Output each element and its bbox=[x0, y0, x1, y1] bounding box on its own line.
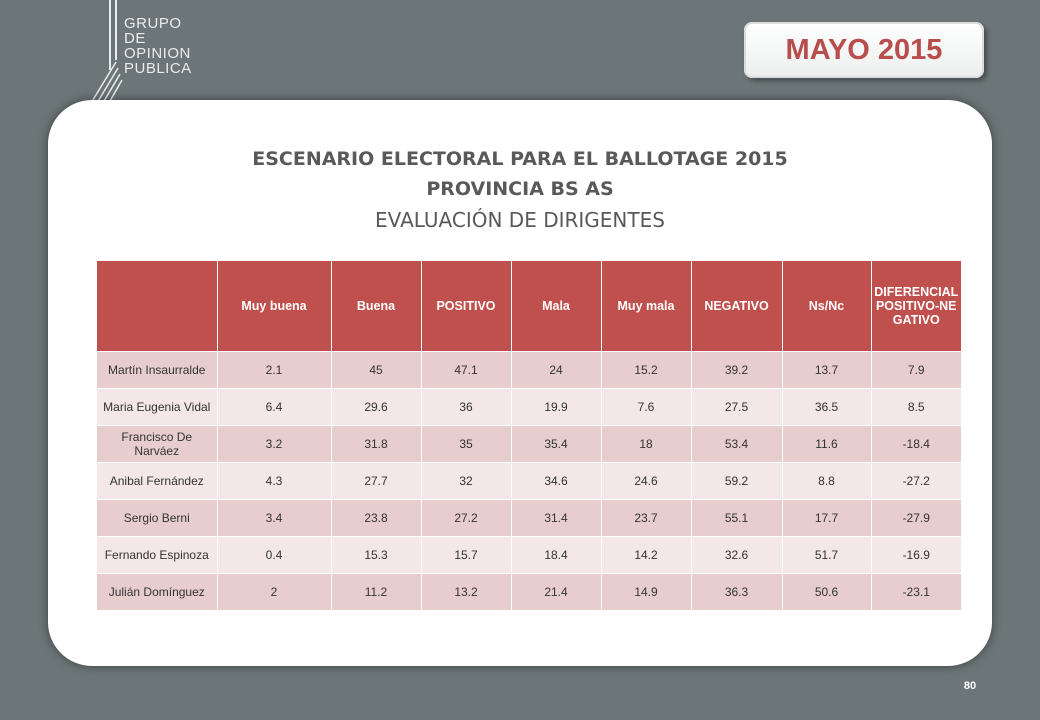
table-cell: 2.1 bbox=[216, 351, 331, 389]
table-cell: -23.1 bbox=[870, 573, 961, 610]
table-cell: 47.1 bbox=[420, 351, 511, 389]
table-cell: 45 bbox=[330, 351, 421, 389]
table-cell: 23.7 bbox=[600, 499, 691, 537]
table-cell: -27.9 bbox=[870, 499, 961, 537]
table-cell: 14.2 bbox=[600, 536, 691, 574]
table-cell: 31.4 bbox=[510, 499, 601, 537]
table-cell: 0.4 bbox=[216, 536, 331, 574]
table-cell: 11.2 bbox=[330, 573, 421, 610]
header-cell: POSITIVO bbox=[420, 261, 511, 352]
header-cell: Ns/Nc bbox=[781, 261, 871, 352]
table-cell: 23.8 bbox=[330, 499, 421, 537]
table-cell: 15.2 bbox=[600, 351, 691, 389]
row-label: Sergio Berni bbox=[97, 499, 217, 537]
table-cell: 24 bbox=[510, 351, 601, 389]
table-cell: 19.9 bbox=[510, 388, 601, 426]
table-cell: 27.5 bbox=[690, 388, 782, 426]
table-cell: -16.9 bbox=[870, 536, 961, 574]
title-line-3: EVALUACIÓN DE DIRIGENTES bbox=[375, 208, 665, 232]
table-cell: 8.8 bbox=[781, 462, 871, 500]
table-cell: 31.8 bbox=[330, 425, 421, 463]
logo-line: DE bbox=[124, 30, 146, 47]
header-cell: Buena bbox=[330, 261, 421, 352]
table-cell: 8.5 bbox=[870, 388, 961, 426]
table-cell: 17.7 bbox=[781, 499, 871, 537]
table-cell: 18 bbox=[600, 425, 691, 463]
table-row: Anibal Fernández 4.3 27.7 32 34.6 24.6 5… bbox=[97, 462, 961, 500]
table-cell: 36.3 bbox=[690, 573, 782, 610]
table-cell: 55.1 bbox=[690, 499, 782, 537]
date-badge: MAYO 2015 bbox=[744, 22, 984, 78]
row-label: Francisco De Narváez bbox=[97, 425, 217, 463]
table-cell: 7.6 bbox=[600, 388, 691, 426]
row-label: Maria Eugenia Vidal bbox=[97, 388, 217, 426]
row-label: Julián Domínguez bbox=[97, 573, 217, 610]
table-row: Julián Domínguez 2 11.2 13.2 21.4 14.9 3… bbox=[97, 573, 961, 610]
table-cell: 15.3 bbox=[330, 536, 421, 574]
header-cell: Muy buena bbox=[216, 261, 331, 352]
table-row: Sergio Berni 3.4 23.8 27.2 31.4 23.7 55.… bbox=[97, 499, 961, 537]
table-cell: 13.7 bbox=[781, 351, 871, 389]
table-cell: 3.4 bbox=[216, 499, 331, 537]
header-cell: DIFERENCIAL POSITIVO-NEGATIVO bbox=[870, 261, 961, 352]
table-cell: 27.2 bbox=[420, 499, 511, 537]
title-line-2: PROVINCIA BS AS bbox=[426, 178, 614, 200]
table-cell: 2 bbox=[216, 573, 331, 610]
table-cell: 27.7 bbox=[330, 462, 421, 500]
table-row: Fernando Espinoza 0.4 15.3 15.7 18.4 14.… bbox=[97, 536, 961, 574]
table-cell: 3.2 bbox=[216, 425, 331, 463]
table-cell: 51.7 bbox=[781, 536, 871, 574]
table-cell: -18.4 bbox=[870, 425, 961, 463]
title-line-1: ESCENARIO ELECTORAL PARA EL BALLOTAGE 20… bbox=[252, 148, 788, 170]
table-cell: 7.9 bbox=[870, 351, 961, 389]
header-cell: NEGATIVO bbox=[690, 261, 782, 352]
logo-line: GRUPO bbox=[124, 15, 182, 32]
header-cell: Muy mala bbox=[600, 261, 691, 352]
logo-line: OPINION bbox=[124, 45, 191, 62]
table-cell: 53.4 bbox=[690, 425, 782, 463]
logo-text: GRUPO DE OPINION PUBLICA bbox=[124, 16, 192, 76]
table-row: Maria Eugenia Vidal 6.4 29.6 36 19.9 7.6… bbox=[97, 388, 961, 426]
table-cell: 35.4 bbox=[510, 425, 601, 463]
table-cell: 24.6 bbox=[600, 462, 691, 500]
table-cell: 21.4 bbox=[510, 573, 601, 610]
table-cell: 50.6 bbox=[781, 573, 871, 610]
table-cell: 14.9 bbox=[600, 573, 691, 610]
slide-title: ESCENARIO ELECTORAL PARA EL BALLOTAGE 20… bbox=[48, 144, 992, 236]
row-label: Anibal Fernández bbox=[97, 462, 217, 500]
header-row: Muy buena Buena POSITIVO Mala Muy mala N… bbox=[97, 261, 961, 352]
logo-line: PUBLICA bbox=[124, 60, 192, 77]
table-row: Francisco De Narváez 3.2 31.8 35 35.4 18… bbox=[97, 425, 961, 463]
header-cell: Mala bbox=[510, 261, 601, 352]
row-label: Martín Insaurralde bbox=[97, 351, 217, 389]
table-cell: 39.2 bbox=[690, 351, 782, 389]
evaluation-table: Muy buena Buena POSITIVO Mala Muy mala N… bbox=[97, 261, 961, 610]
table-cell: 35 bbox=[420, 425, 511, 463]
table-cell: 11.6 bbox=[781, 425, 871, 463]
table-cell: -27.2 bbox=[870, 462, 961, 500]
table-cell: 18.4 bbox=[510, 536, 601, 574]
table-cell: 59.2 bbox=[690, 462, 782, 500]
table-cell: 36 bbox=[420, 388, 511, 426]
row-label: Fernando Espinoza bbox=[97, 536, 217, 574]
table-cell: 32.6 bbox=[690, 536, 782, 574]
table-cell: 36.5 bbox=[781, 388, 871, 426]
content-card: ESCENARIO ELECTORAL PARA EL BALLOTAGE 20… bbox=[48, 100, 992, 666]
table-cell: 13.2 bbox=[420, 573, 511, 610]
table-cell: 32 bbox=[420, 462, 511, 500]
table-cell: 4.3 bbox=[216, 462, 331, 500]
page-number: 80 bbox=[963, 680, 977, 692]
table-cell: 34.6 bbox=[510, 462, 601, 500]
table-cell: 6.4 bbox=[216, 388, 331, 426]
table-cell: 29.6 bbox=[330, 388, 421, 426]
header-cell-empty bbox=[97, 261, 217, 352]
table-cell: 15.7 bbox=[420, 536, 511, 574]
table-row: Martín Insaurralde 2.1 45 47.1 24 15.2 3… bbox=[97, 351, 961, 389]
